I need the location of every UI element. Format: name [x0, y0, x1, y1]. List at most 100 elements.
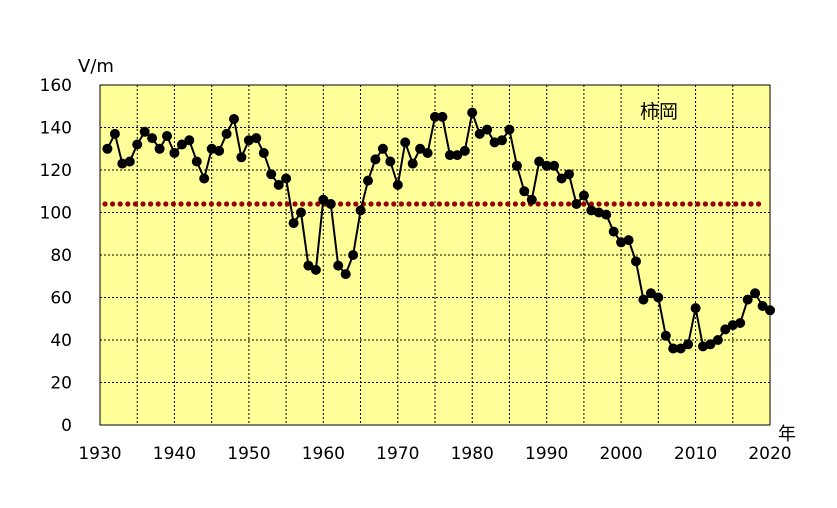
- reference-dot: [391, 201, 397, 207]
- reference-dot: [148, 201, 154, 207]
- reference-dot: [687, 201, 693, 207]
- x-tick-label: 1990: [525, 444, 568, 464]
- data-point: [705, 339, 716, 350]
- reference-dot: [376, 201, 382, 207]
- data-point: [288, 218, 299, 229]
- reference-dot: [566, 201, 572, 207]
- data-point: [273, 179, 284, 190]
- reference-dot: [535, 201, 541, 207]
- reference-dot: [406, 201, 412, 207]
- reference-dot: [505, 201, 511, 207]
- reference-dot: [231, 201, 237, 207]
- reference-dot: [193, 201, 199, 207]
- data-point: [526, 194, 537, 205]
- data-point: [690, 303, 701, 314]
- reference-dot: [102, 201, 108, 207]
- y-axis-unit: V/m: [78, 56, 114, 77]
- reference-dot: [436, 201, 442, 207]
- reference-dot: [117, 201, 123, 207]
- x-tick-label: 2020: [748, 444, 791, 464]
- data-point: [549, 160, 560, 171]
- data-point: [377, 143, 388, 154]
- reference-dot: [672, 201, 678, 207]
- data-point: [236, 152, 247, 163]
- y-tick-label: 160: [40, 76, 72, 96]
- reference-dot: [132, 201, 138, 207]
- reference-dot: [239, 201, 245, 207]
- reference-dot: [550, 201, 557, 207]
- x-tick-label: 1980: [451, 444, 494, 464]
- data-point: [124, 156, 135, 167]
- reference-dot: [497, 201, 503, 207]
- reference-dot: [474, 201, 480, 207]
- y-tick-label: 140: [40, 119, 72, 139]
- data-point: [147, 133, 158, 144]
- data-point: [325, 199, 336, 209]
- reference-dot: [748, 201, 754, 207]
- data-point: [214, 145, 225, 156]
- data-point: [519, 186, 530, 197]
- data-point: [586, 205, 597, 216]
- data-point: [571, 199, 582, 209]
- reference-dot: [170, 201, 176, 207]
- reference-dot: [695, 201, 701, 207]
- data-point: [616, 237, 627, 248]
- data-point: [176, 139, 187, 150]
- data-point: [251, 133, 262, 144]
- data-point: [735, 318, 746, 328]
- reference-dot: [710, 201, 716, 207]
- reference-dot: [292, 201, 298, 207]
- reference-dot: [482, 201, 488, 207]
- data-point: [556, 173, 567, 184]
- y-tick-label: 40: [50, 331, 72, 351]
- reference-dot: [246, 201, 252, 207]
- data-point: [221, 128, 232, 139]
- reference-dot: [664, 201, 671, 207]
- data-point: [355, 205, 366, 216]
- x-tick-label: 2010: [674, 444, 717, 464]
- reference-dot: [216, 201, 222, 207]
- reference-dot: [634, 201, 640, 207]
- data-point: [504, 124, 515, 135]
- data-point: [452, 150, 463, 161]
- reference-dot: [520, 201, 526, 207]
- data-point: [266, 169, 277, 180]
- reference-dot: [125, 201, 131, 207]
- x-tick-label: 1940: [153, 444, 196, 464]
- reference-dot: [163, 201, 169, 207]
- x-axis-ticks: 1930 1940 1950 1960 1970 1980 1990 2000 2010 2020: [78, 444, 791, 464]
- data-point: [154, 143, 165, 154]
- data-point: [102, 143, 113, 154]
- data-point: [720, 324, 731, 335]
- data-point: [757, 301, 768, 311]
- data-point: [303, 260, 314, 271]
- data-point: [675, 343, 686, 354]
- data-point: [459, 145, 470, 156]
- reference-dot: [642, 201, 648, 207]
- reference-dot: [740, 201, 747, 207]
- y-tick-label: 20: [50, 374, 72, 394]
- reference-dot: [467, 201, 473, 207]
- data-point: [564, 169, 574, 180]
- reference-dot: [459, 201, 465, 207]
- reference-dot: [725, 201, 731, 207]
- data-point: [742, 294, 753, 305]
- reference-dot: [345, 201, 351, 207]
- reference-dot: [596, 201, 602, 207]
- y-axis-ticks: 0 20 40 60 80 100 120 140 160: [40, 76, 72, 436]
- y-tick-label: 100: [40, 204, 72, 224]
- reference-dot: [657, 201, 663, 207]
- reference-dot: [300, 201, 306, 207]
- data-point: [109, 128, 120, 139]
- reference-dot: [110, 201, 116, 207]
- reference-dot: [414, 201, 420, 207]
- reference-dot: [733, 201, 739, 207]
- reference-dot: [604, 201, 610, 207]
- reference-dot: [315, 201, 321, 207]
- reference-dot: [269, 201, 275, 207]
- reference-dot: [208, 201, 214, 207]
- data-point: [534, 156, 545, 167]
- data-point: [169, 148, 180, 158]
- data-point: [601, 209, 612, 220]
- reference-dot: [543, 201, 549, 207]
